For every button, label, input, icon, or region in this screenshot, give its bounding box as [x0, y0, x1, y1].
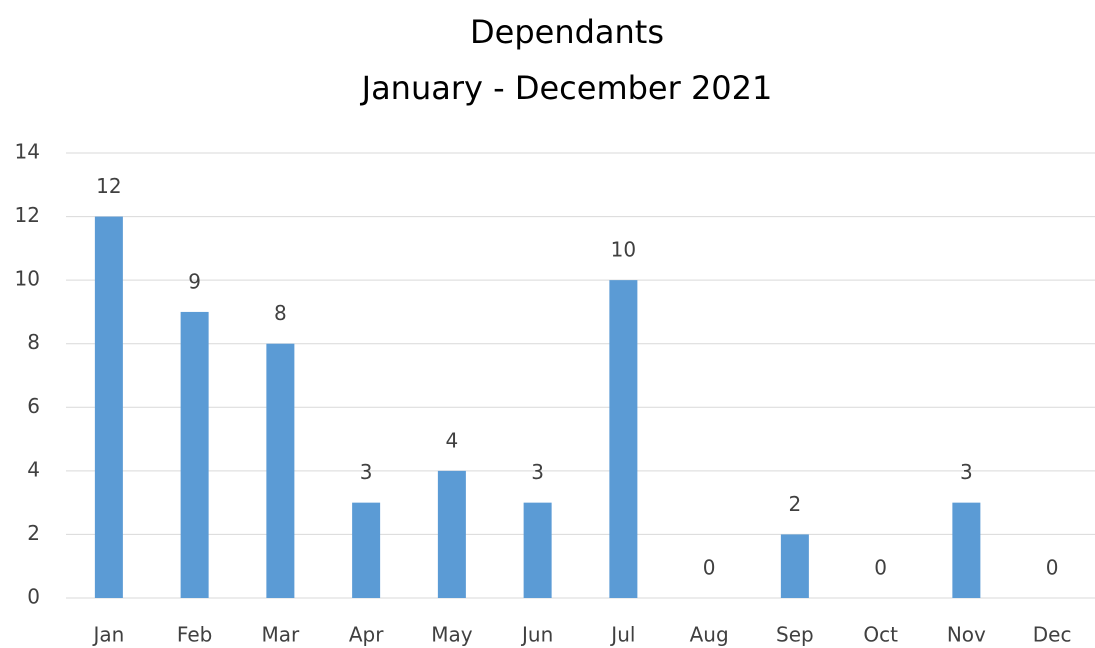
x-tick-label: Apr [349, 623, 384, 647]
chart-subtitle: January - December 2021 [360, 69, 773, 107]
bar [523, 502, 552, 598]
x-tick-label: Dec [1033, 623, 1072, 647]
y-tick-label: 10 [15, 267, 40, 291]
data-label: 0 [874, 556, 887, 580]
y-tick-label: 8 [27, 330, 40, 354]
data-label: 3 [960, 460, 973, 484]
bar [352, 502, 381, 598]
x-tick-label: Oct [863, 623, 898, 647]
data-label: 0 [703, 556, 716, 580]
x-tick-label: Nov [947, 623, 986, 647]
y-tick-label: 0 [27, 585, 40, 609]
x-tick-label: May [431, 623, 473, 647]
y-tick-label: 12 [15, 203, 40, 227]
bar [780, 534, 809, 598]
bar [952, 502, 981, 598]
data-label: 3 [360, 460, 373, 484]
x-tick-label: Jun [520, 623, 553, 647]
data-label: 4 [446, 428, 459, 452]
y-tick-label: 4 [27, 457, 40, 481]
x-tick-label: Jan [91, 623, 124, 647]
bar [437, 470, 466, 598]
bar [609, 280, 638, 598]
data-label: 3 [531, 460, 544, 484]
x-tick-label: Feb [177, 623, 212, 647]
chart-title: Dependants [470, 13, 664, 51]
x-tick-label: Mar [262, 623, 301, 647]
y-tick-label: 6 [27, 394, 40, 418]
data-label: 8 [274, 301, 287, 325]
data-label: 10 [611, 238, 636, 262]
data-label: 9 [188, 269, 201, 293]
x-tick-label: Sep [776, 623, 814, 647]
data-label: 12 [96, 174, 121, 198]
bar [94, 216, 123, 599]
data-label: 0 [1046, 556, 1059, 580]
y-tick-label: 14 [15, 140, 40, 164]
y-tick-label: 2 [27, 521, 40, 545]
x-tick-label: Aug [690, 623, 729, 647]
bar [180, 311, 209, 598]
x-tick-label: Jul [609, 623, 635, 647]
data-label: 2 [789, 492, 802, 516]
bar [266, 343, 295, 598]
